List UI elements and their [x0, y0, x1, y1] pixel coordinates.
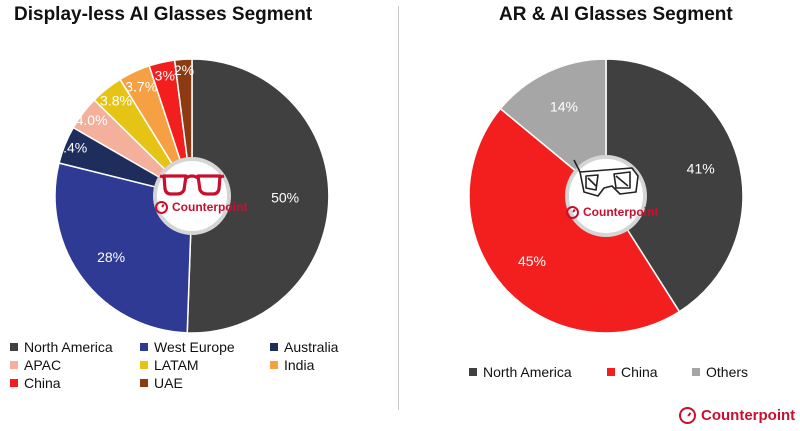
left-legend-swatch: [10, 361, 18, 369]
left-legend-label: UAE: [154, 375, 183, 391]
left-slice-label-australia: 4.4%: [55, 139, 87, 155]
left-chart-title: Display-less AI Glasses Segment: [14, 4, 313, 25]
left-center-brand-text: Counterpoint: [172, 200, 248, 214]
left-legend-item-north-america: North America: [10, 339, 113, 355]
right-legend-item-north-america: North America: [469, 364, 572, 380]
right-slice-label-china: 45%: [518, 253, 546, 269]
counterpoint-logo-icon: [679, 407, 696, 424]
left-legend-swatch: [140, 343, 148, 351]
left-slice-label-india: 3.7%: [125, 79, 157, 95]
right-pie: 41% 45% 14%: [468, 58, 744, 334]
left-legend-label: LATAM: [154, 357, 199, 373]
left-legend-swatch: [270, 343, 278, 351]
right-slice-others: [499, 58, 607, 198]
left-legend-item-latam: LATAM: [140, 357, 199, 373]
left-slice-north-america: [186, 58, 330, 334]
eyeglasses-icon: [159, 174, 225, 196]
left-legend-swatch: [270, 361, 278, 369]
left-center-logo: Counterpoint: [155, 200, 247, 214]
right-slice-label-others: 14%: [550, 99, 578, 115]
left-legend-swatch: [10, 379, 18, 387]
right-legend-item-china: China: [607, 364, 658, 380]
left-legend-label: North America: [24, 339, 113, 355]
left-legend-label: India: [284, 357, 315, 373]
right-legend-swatch: [692, 368, 700, 376]
right-legend-swatch: [607, 368, 615, 376]
right-chart-title: AR & AI Glasses Segment: [499, 4, 733, 25]
left-slice-label-china: 3%: [155, 68, 175, 84]
left-legend-item-uae: UAE: [140, 375, 183, 391]
left-center-badge: [153, 157, 231, 235]
left-legend-swatch: [10, 343, 18, 351]
left-legend-item-west-europe: West Europe: [140, 339, 235, 355]
left-legend-swatch: [140, 379, 148, 387]
3d-glasses-icon: [573, 159, 639, 197]
left-legend-label: Australia: [284, 339, 339, 355]
left-slice-label-latam: 3.8%: [100, 93, 132, 109]
right-center-brand-text: Counterpoint: [583, 205, 659, 219]
left-slice-label-uae: 2%: [174, 62, 194, 78]
counterpoint-logo-icon: [566, 205, 579, 219]
footer-brand-text: Counterpoint: [701, 407, 796, 424]
left-legend-label: China: [24, 375, 61, 391]
left-slice-label-west-europe: 28%: [97, 249, 125, 265]
left-slice-label-north-america: 50%: [271, 190, 299, 206]
right-legend-label: North America: [483, 364, 572, 380]
left-slice-label-apac: 4.0%: [76, 112, 108, 128]
left-legend-item-india: India: [270, 357, 314, 373]
left-legend-label: West Europe: [154, 339, 235, 355]
right-legend-swatch: [469, 368, 477, 376]
right-legend-item-others: Others: [692, 364, 748, 380]
footer-logo: Counterpoint: [679, 407, 795, 424]
panel-divider: [398, 6, 399, 410]
counterpoint-logo-icon: [155, 200, 168, 214]
right-legend-label: China: [621, 364, 658, 380]
left-legend-item-china: China: [10, 375, 61, 391]
right-slice-north-america: [605, 58, 744, 313]
left-legend-item-apac: APAC: [10, 357, 61, 373]
left-legend-swatch: [140, 361, 148, 369]
left-legend-item-australia: Australia: [270, 339, 338, 355]
right-center-logo: Counterpoint: [566, 205, 658, 219]
right-legend-label: Others: [706, 364, 749, 380]
left-legend-label: APAC: [24, 357, 62, 373]
right-slice-label-north-america: 41%: [687, 161, 715, 177]
left-pie: 50% 28% 4.4% 4.0% 3.8%3.7%3%2%: [54, 58, 330, 334]
